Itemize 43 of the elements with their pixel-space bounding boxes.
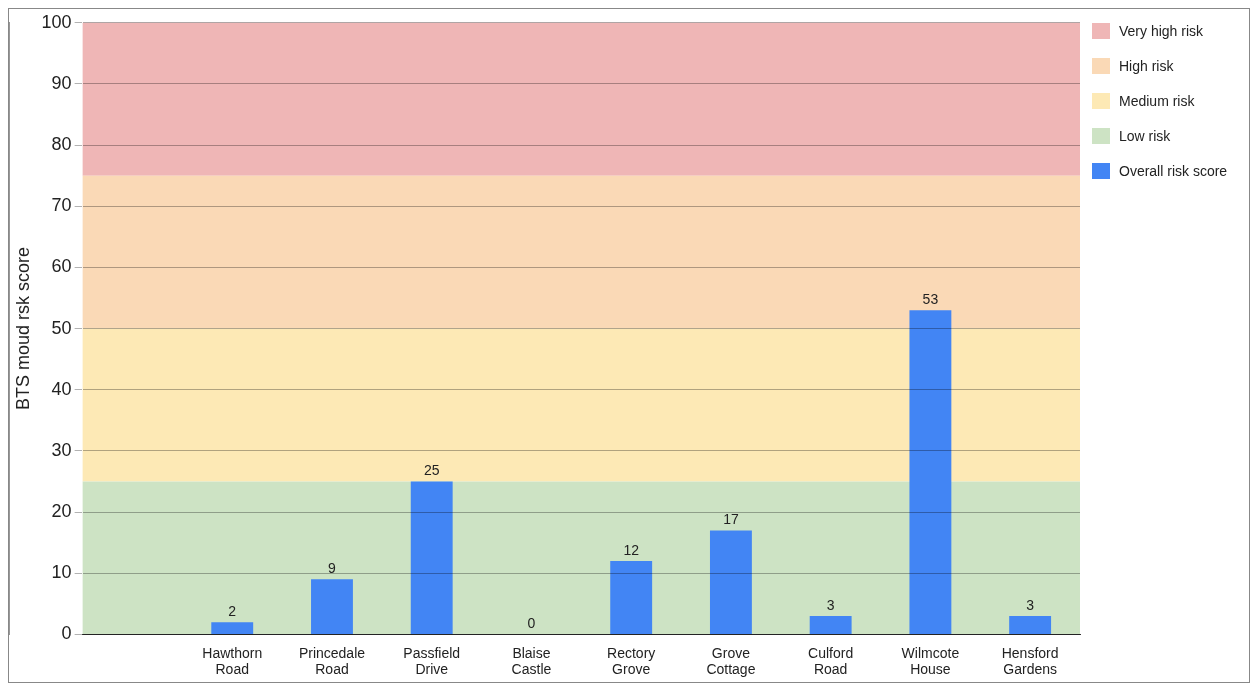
y-tick-label: 100 [41,11,72,32]
legend-label: Low risk [1119,128,1171,144]
legend-label: Overall risk score [1119,163,1228,179]
y-tick-label: 90 [51,72,72,93]
data-label: 9 [328,560,337,577]
legend-label: Medium risk [1119,93,1195,109]
bar [211,622,254,634]
bar [1009,616,1052,634]
y-axis-title: BTS moud rsk score [12,247,33,411]
x-tick-label: Grove Cottage [706,644,756,678]
data-label: 12 [623,541,640,558]
data-label: 2 [228,603,237,620]
x-tick-label: Blaise Castle [511,644,552,678]
y-tick-label: 40 [51,378,72,399]
data-label: 17 [723,511,739,528]
y-tick-label: 10 [51,562,72,583]
band-label: Very high risk [1119,23,1204,39]
y-tick-label: 30 [51,439,72,460]
y-tick-label: 20 [51,501,72,522]
bar [709,530,752,634]
data-label: 3 [1026,596,1035,613]
bar [610,561,653,634]
x-tick-label: Wilmcote House [901,644,960,678]
x-tick-label: Passfield Drive [403,644,461,678]
data-label: 25 [423,462,440,479]
bar [311,579,353,634]
bar [410,481,453,634]
x-tick-label: Hawthorn Road [202,644,263,678]
legend-label: High risk [1119,58,1174,74]
data-label: 53 [922,291,939,308]
bar [809,616,852,634]
y-tick-label: 0 [61,623,72,644]
y-tick-label: 70 [51,195,72,216]
x-tick-label: Princedale Road [298,644,366,678]
x-tick-label: Rectory Grove [607,644,656,678]
x-tick-label: Hensford Gardens [1001,644,1059,678]
data-label: 3 [826,596,835,613]
y-tick-label: 80 [51,134,72,155]
bar [909,310,952,634]
y-tick-label: 50 [51,317,72,338]
data-label: 0 [527,615,536,632]
x-tick-label: Culford Road [808,644,854,678]
y-tick-label: 60 [51,256,72,277]
